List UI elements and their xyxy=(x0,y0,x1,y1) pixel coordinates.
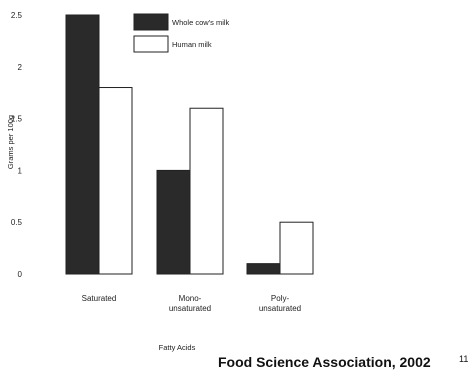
y-tick-label: 0 xyxy=(18,270,23,279)
y-axis-label: Grams per 100g xyxy=(6,115,15,169)
page-number: 11 xyxy=(459,354,469,364)
legend-swatch xyxy=(133,35,169,53)
bar-cow-1 xyxy=(156,169,191,275)
y-tick-label: 2 xyxy=(18,63,23,72)
bar-human-1 xyxy=(189,107,224,275)
y-tick-label: 1.5 xyxy=(11,115,23,124)
legend: Whole cow's milk Human milk xyxy=(133,13,230,53)
x-category-label: Mono- xyxy=(179,294,202,303)
x-category-label: unsaturated xyxy=(169,304,211,313)
bar-human-0 xyxy=(98,87,133,275)
legend-label: Human milk xyxy=(172,40,212,49)
bar-human-2 xyxy=(279,221,314,275)
legend-label: Whole cow's milk xyxy=(172,18,230,27)
y-tick-label: 1 xyxy=(18,166,23,175)
y-tick-label: 2.5 xyxy=(11,11,23,20)
source-credit: Food Science Association, 2002 xyxy=(218,354,431,370)
legend-swatch xyxy=(133,13,169,31)
x-category-label: unsaturated xyxy=(259,304,301,313)
x-axis-label: Fatty Acids xyxy=(159,343,196,352)
bar-cow-2 xyxy=(246,263,281,275)
y-tick-label: 0.5 xyxy=(11,218,23,227)
x-category-label: Poly- xyxy=(271,294,290,303)
x-category-label: Saturated xyxy=(82,294,117,303)
bar-cow-0 xyxy=(65,14,100,275)
